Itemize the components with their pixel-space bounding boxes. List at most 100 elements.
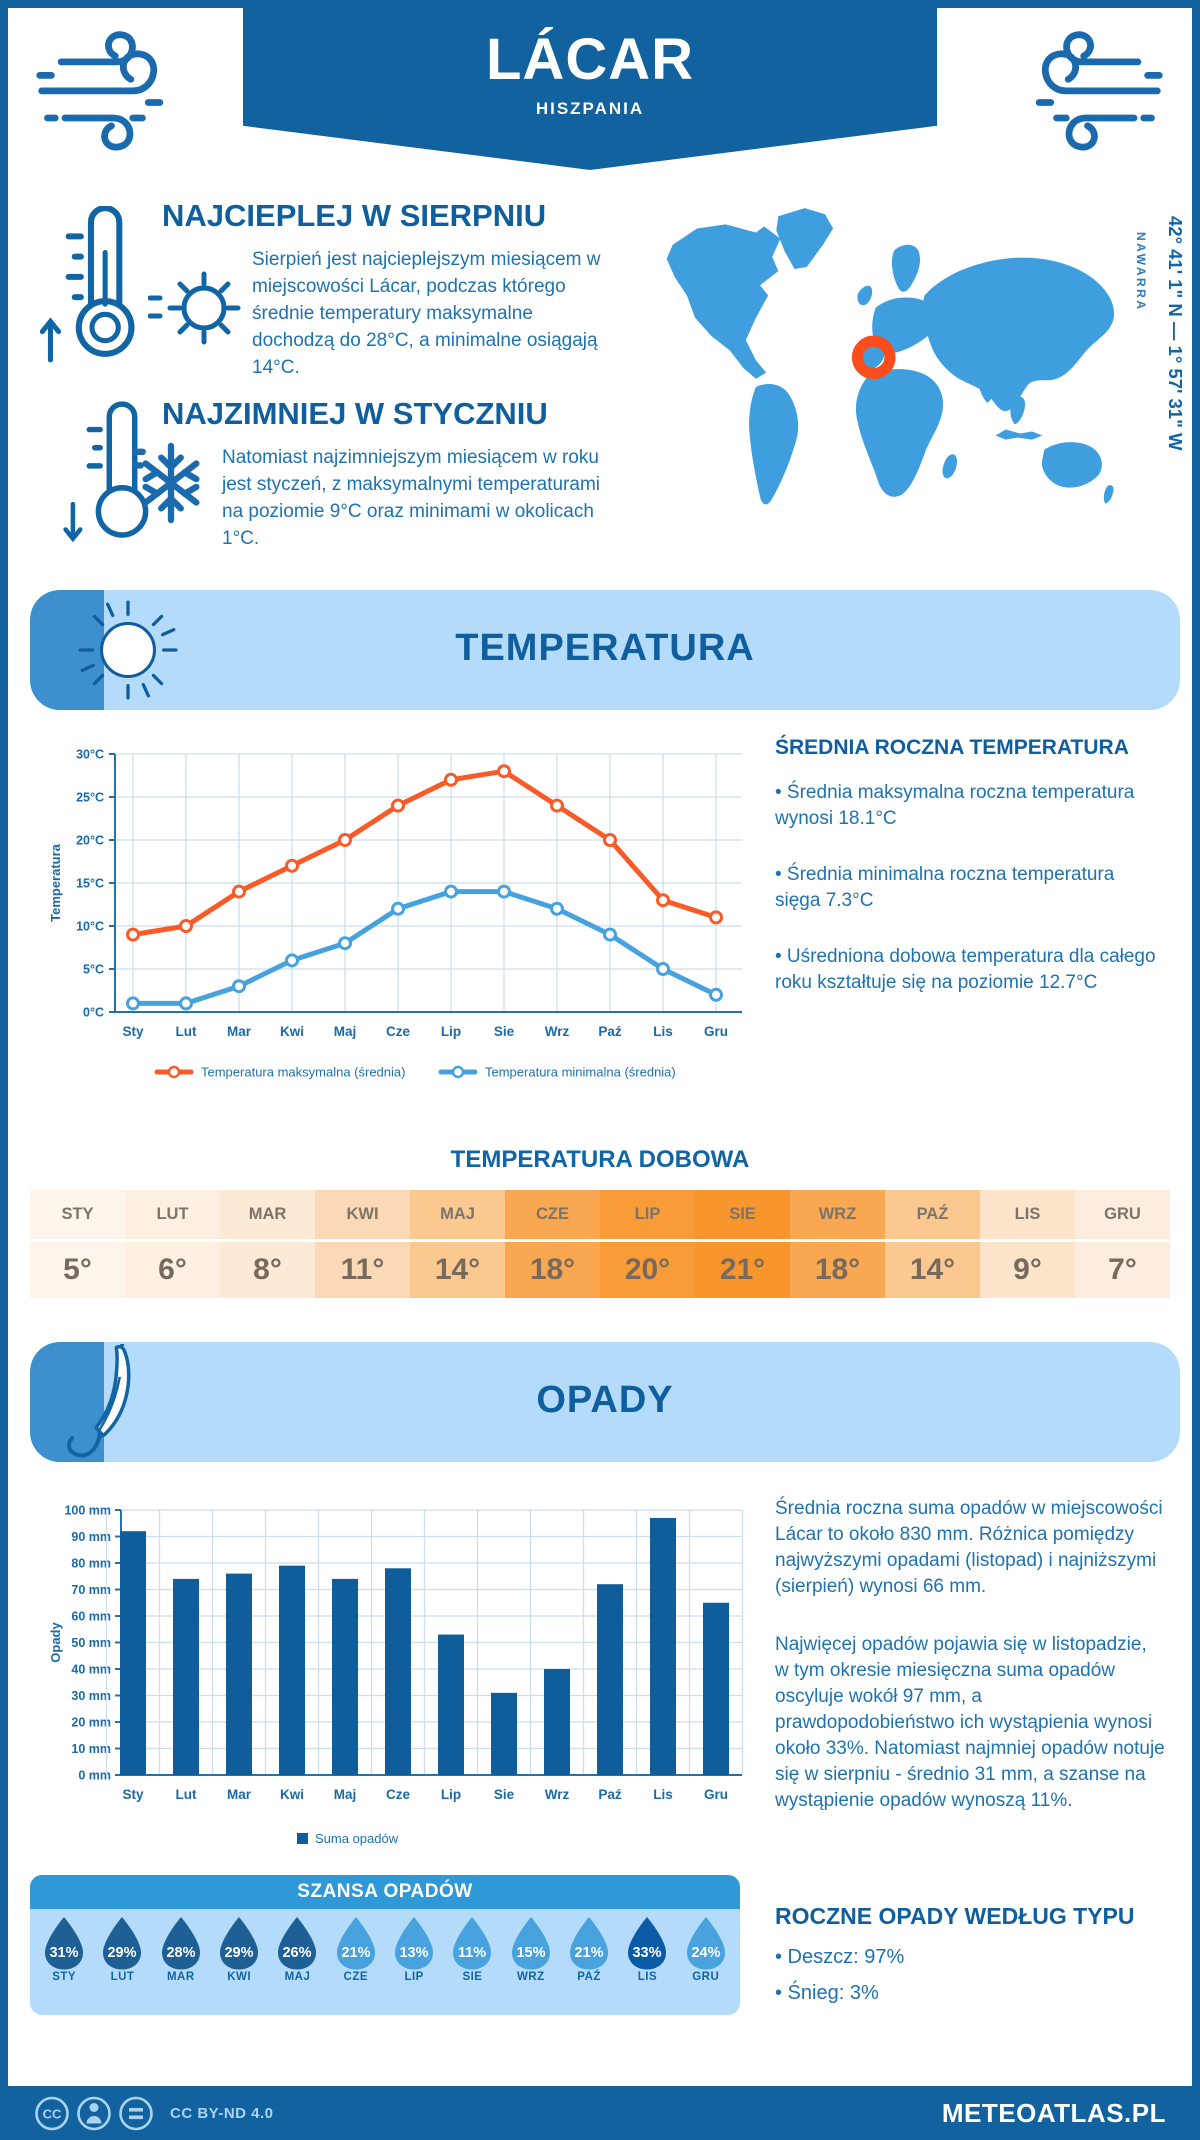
- svg-text:50 mm: 50 mm: [71, 1636, 111, 1650]
- svg-text:Sty: Sty: [122, 1024, 144, 1039]
- daily-temp-value: 6°: [158, 1253, 187, 1286]
- svg-text:24%: 24%: [691, 1945, 720, 1961]
- svg-text:28%: 28%: [166, 1945, 195, 1961]
- precipitation-type-bullet: • Śnieg: 3%: [775, 1982, 879, 2004]
- chance-droplet: 21% CZE: [327, 1909, 385, 2015]
- location-region: NAWARRA: [1134, 232, 1148, 312]
- droplet-icon: 29%: [220, 1917, 259, 1970]
- chance-month: SIE: [462, 1971, 483, 1983]
- daily-temp-value: 21°: [719, 1253, 766, 1286]
- precipitation-paragraph: Średnia roczna suma opadów w miejscowośc…: [775, 1498, 1163, 1597]
- svg-text:Temperatura minimalna (średnia: Temperatura minimalna (średnia): [485, 1065, 676, 1080]
- svg-text:10 mm: 10 mm: [71, 1742, 111, 1756]
- svg-text:80 mm: 80 mm: [71, 1557, 111, 1571]
- temperature-section-title: TEMPERATURA: [455, 627, 755, 669]
- svg-text:Gru: Gru: [704, 1787, 728, 1802]
- svg-text:Wrz: Wrz: [545, 1787, 570, 1802]
- sun-icon: [78, 600, 178, 700]
- chance-droplet: 33% LIS: [618, 1909, 676, 2015]
- droplet-icon: 26%: [278, 1917, 317, 1970]
- svg-text:Maj: Maj: [334, 1024, 357, 1039]
- daily-temp-month: LIS: [980, 1190, 1075, 1242]
- daily-temp-month: CZE: [505, 1190, 600, 1242]
- svg-text:0 mm: 0 mm: [78, 1769, 111, 1783]
- chance-droplet: 29% KWI: [210, 1909, 268, 2015]
- precipitation-section-title: OPADY: [536, 1379, 674, 1421]
- svg-text:Mar: Mar: [227, 1787, 252, 1802]
- coldest-text: Natomiast najzimniejszym miesiącem w rok…: [222, 447, 600, 549]
- svg-text:15°C: 15°C: [76, 877, 104, 891]
- precipitation-chance-title: SZANSA OPADÓW: [30, 1875, 740, 1909]
- svg-text:Lis: Lis: [653, 1024, 673, 1039]
- svg-text:Sie: Sie: [494, 1024, 515, 1039]
- daily-temp-month: WRZ: [790, 1190, 885, 1242]
- svg-text:40 mm: 40 mm: [71, 1663, 111, 1677]
- svg-text:90 mm: 90 mm: [71, 1530, 111, 1544]
- daily-temp-value: 11°: [340, 1253, 385, 1286]
- droplet-icon: 33%: [628, 1917, 667, 1970]
- temperature-section-header: TEMPERATURA: [30, 590, 1180, 710]
- chance-droplet: 24% GRU: [677, 1909, 735, 2015]
- daily-temp-month: PAŹ: [885, 1190, 980, 1242]
- wind-icon: [36, 31, 164, 151]
- sun-icon: [148, 271, 241, 345]
- page-title: LÁCAR: [486, 27, 694, 92]
- svg-text:Cze: Cze: [386, 1787, 410, 1802]
- site-name: METEOATLAS.PL: [941, 2097, 1166, 2128]
- daily-temperature-table: STY 5° LUT 6° MAR 8° KWI 11° MAJ 14° CZE 18° LIP 20° S…: [30, 1190, 1170, 1298]
- droplet-icon: 21%: [570, 1917, 609, 1970]
- chance-droplet: 29% LUT: [93, 1909, 151, 2015]
- chance-droplet: 31% STY: [35, 1909, 93, 2015]
- temperature-line-chart: 0°C 5°C 10°C 15°C 20°C 25°C 30°C Sty Lut Mar Kwi Ma…: [48, 748, 742, 1080]
- svg-text:10°C: 10°C: [76, 920, 104, 934]
- header-banner: LÁCAR HISZPANIA: [243, 0, 937, 170]
- warmest-title: NAJCIEPLEJ W SIERPNIU: [162, 198, 547, 233]
- location-marker-icon: [851, 335, 896, 380]
- daily-temp-value: 5°: [63, 1253, 92, 1286]
- precipitation-section-header: OPADY: [30, 1342, 1180, 1462]
- precipitation-type-title: ROCZNE OPADY WEDŁUG TYPU: [775, 1903, 1135, 1929]
- svg-text:Suma opadów: Suma opadów: [315, 1831, 399, 1846]
- droplet-icon: 21%: [336, 1917, 375, 1970]
- daily-temp-column: MAJ 14°: [410, 1190, 505, 1298]
- svg-text:100 mm: 100 mm: [64, 1504, 111, 1518]
- daily-temp-month: STY: [30, 1190, 125, 1242]
- daily-temp-column: PAŹ 14°: [885, 1190, 980, 1298]
- daily-temp-value: 9°: [1013, 1253, 1042, 1286]
- location-coordinates: 42° 41' 1" N — 1° 57' 31" W: [1165, 216, 1186, 451]
- cc-license-icons: CC: [35, 2096, 153, 2130]
- droplet-icon: 29%: [103, 1917, 142, 1970]
- chance-droplet: 28% MAR: [152, 1909, 210, 2015]
- chance-month: GRU: [692, 1971, 720, 1983]
- svg-text:60 mm: 60 mm: [71, 1610, 111, 1624]
- chance-month: KWI: [227, 1971, 252, 1983]
- daily-temp-value: 18°: [529, 1253, 576, 1286]
- license-label: CC BY-ND 4.0: [170, 2104, 274, 2122]
- annual-temperature-bullet: • Średnia minimalna roczna temperatura s…: [775, 864, 1115, 911]
- svg-text:70 mm: 70 mm: [71, 1583, 111, 1597]
- chance-month: STY: [52, 1971, 77, 1983]
- daily-temp-value: 8°: [253, 1253, 282, 1286]
- svg-text:Kwi: Kwi: [280, 1024, 304, 1039]
- svg-text:0°C: 0°C: [83, 1006, 104, 1020]
- daily-temp-month: MAJ: [410, 1190, 505, 1242]
- svg-text:26%: 26%: [283, 1945, 312, 1961]
- svg-text:Temperatura maksymalna (średni: Temperatura maksymalna (średnia): [201, 1065, 405, 1080]
- daily-temp-column: STY 5°: [30, 1190, 125, 1298]
- svg-text:Lut: Lut: [176, 1024, 197, 1039]
- svg-text:33%: 33%: [633, 1945, 662, 1961]
- daily-temp-month: MAR: [220, 1190, 315, 1242]
- svg-text:29%: 29%: [225, 1945, 254, 1961]
- daily-temp-column: SIE 21°: [695, 1190, 790, 1298]
- daily-temp-column: GRU 7°: [1075, 1190, 1170, 1298]
- svg-text:31%: 31%: [50, 1945, 79, 1961]
- chance-month: CZE: [343, 1971, 369, 1983]
- svg-text:30°C: 30°C: [76, 748, 104, 762]
- daily-temp-value: 14°: [434, 1253, 481, 1286]
- annual-temperature-bullet: • Średnia maksymalna roczna temperatura …: [775, 782, 1135, 829]
- chance-month: MAR: [166, 1971, 195, 1983]
- svg-text:Mar: Mar: [227, 1024, 252, 1039]
- precipitation-chance-droplets: 31% STY 29% LUT 28% MAR 29% KWI 26% MAJ 21% CZE 13% L…: [30, 1909, 740, 2015]
- page-subtitle: HISZPANIA: [535, 99, 645, 118]
